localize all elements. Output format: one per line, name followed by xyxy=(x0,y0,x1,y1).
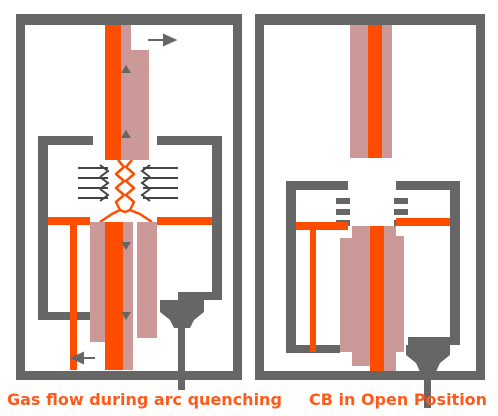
caption-open-position: CB in Open Position xyxy=(309,390,488,409)
left-nozzle-chevrons xyxy=(99,164,151,202)
left-lower-rod-orange xyxy=(105,222,123,370)
left-chamber-left-wall xyxy=(38,136,93,320)
right-lower-orange xyxy=(370,226,384,371)
right-lower-pink-c xyxy=(384,226,396,371)
right-panel xyxy=(255,14,485,408)
right-lower-pink-b xyxy=(352,226,370,366)
right-upper-orange xyxy=(368,25,382,158)
left-flow-markers xyxy=(121,65,131,320)
caption-gas-flow: Gas flow during arc quenching xyxy=(7,390,282,409)
right-chamber-left-wall xyxy=(286,181,348,353)
right-orange-bar-left xyxy=(296,222,348,230)
left-orange-bar-right xyxy=(157,217,212,225)
left-lower-rod-pink-b xyxy=(123,222,133,370)
left-chamber-right-wall xyxy=(157,136,222,300)
left-terminal xyxy=(160,300,204,328)
right-terminal xyxy=(406,345,450,372)
left-orange-bar-left xyxy=(48,217,90,225)
gas-flow-arrow-icon xyxy=(69,33,178,365)
right-upper-pink-b xyxy=(382,25,392,158)
left-orange-vertical xyxy=(70,225,77,370)
left-upper-rod-orange xyxy=(105,25,123,165)
arc-zigzag-icon xyxy=(99,159,153,224)
right-chamber-right-wall xyxy=(396,181,460,345)
right-terminal-shaft xyxy=(424,372,431,408)
right-orange-vertical xyxy=(310,230,316,352)
left-lower-rod-pink-a xyxy=(90,222,105,342)
left-upper-contact-pink xyxy=(131,50,149,165)
left-panel xyxy=(16,14,242,390)
right-upper-pink xyxy=(350,25,368,158)
left-upper-rod-pink xyxy=(121,25,131,165)
right-lower-pink-a xyxy=(340,238,352,352)
right-orange-bar-right xyxy=(396,218,450,226)
right-lower-pink-d xyxy=(396,236,404,352)
left-terminal-shaft xyxy=(178,328,185,390)
left-lower-rod-pink-c xyxy=(137,222,157,338)
